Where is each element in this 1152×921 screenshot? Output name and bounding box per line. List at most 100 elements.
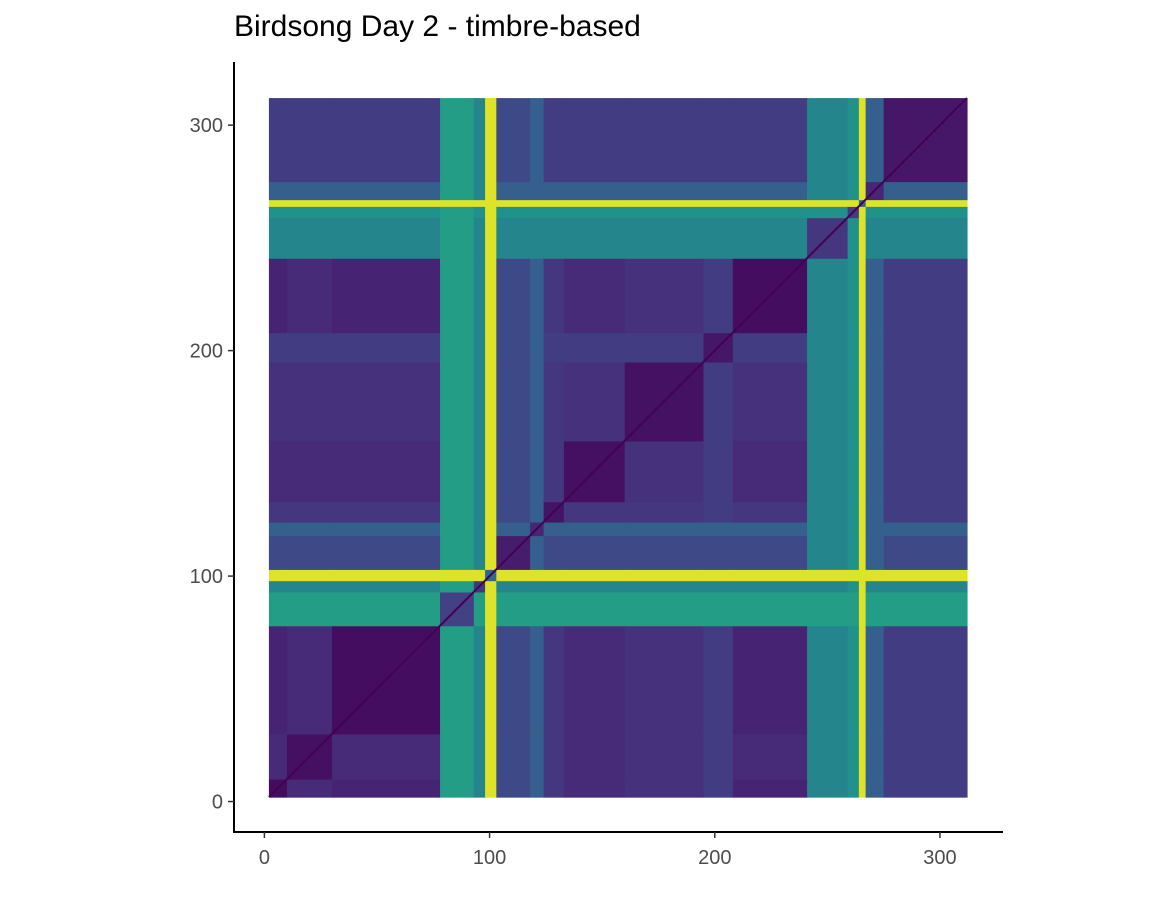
heatmap-cell (496, 361, 531, 442)
heatmap-cell (440, 206, 475, 219)
y-tick-label: 300 (190, 115, 223, 137)
heatmap-cell (858, 535, 867, 570)
heatmap-cell (807, 361, 849, 442)
heatmap-cell (563, 580, 626, 593)
heatmap-cell (473, 361, 486, 442)
heatmap-cell (331, 569, 441, 582)
heatmap-cell (331, 181, 441, 201)
heatmap-cell (268, 440, 288, 503)
heatmap-cell (530, 440, 545, 503)
heatmap-cell (496, 199, 531, 207)
heatmap-cell (563, 199, 626, 207)
heatmap-cell (883, 501, 968, 523)
heatmap-cell (858, 361, 867, 442)
heatmap-cell (883, 569, 968, 582)
heatmap-cell (473, 779, 486, 798)
heatmap-cell (624, 501, 705, 523)
heatmap-cell (883, 440, 968, 503)
heatmap-cell (543, 206, 565, 219)
heatmap-cell (440, 569, 475, 582)
heatmap-cell (732, 332, 808, 363)
heatmap-cell (286, 199, 333, 207)
heatmap-cell (858, 332, 867, 363)
heatmap-cell (703, 501, 734, 523)
heatmap-cell (440, 217, 475, 259)
heatmap-cell (485, 521, 497, 537)
heatmap-cell (807, 199, 849, 207)
heatmap-cell (807, 779, 849, 798)
heatmap-cell (440, 98, 475, 183)
heatmap-cell (473, 625, 486, 735)
heatmap-cell (485, 625, 497, 735)
heatmap-cell (543, 258, 565, 334)
x-tick-label: 200 (698, 847, 731, 869)
heatmap-cell (530, 501, 545, 523)
heatmap-cell (858, 440, 867, 503)
heatmap-cell (865, 440, 885, 503)
heatmap-cell (473, 501, 486, 523)
heatmap-cell (703, 217, 734, 259)
heatmap-cell (624, 258, 705, 334)
heatmap-cell (703, 199, 734, 207)
heatmap-cell (473, 591, 486, 627)
heatmap-cell (703, 440, 734, 503)
heatmap-cell (563, 332, 626, 363)
heatmap-cell (485, 440, 497, 503)
heatmap-cell (703, 580, 734, 593)
heatmap-cell (473, 521, 486, 537)
heatmap-cell (543, 332, 565, 363)
heatmap-cell (331, 733, 441, 780)
heatmap-cell (858, 258, 867, 334)
heatmap-cell (703, 521, 734, 537)
heatmap-cell (883, 258, 968, 334)
heatmap-cell (703, 591, 734, 627)
heatmap-cell (286, 569, 333, 582)
heatmap-cell (286, 521, 333, 537)
heatmap-cell (440, 535, 475, 570)
heatmap-cell (530, 206, 545, 219)
heatmap-cell (865, 591, 885, 627)
heatmap-cell (485, 591, 497, 627)
heatmap-cell (473, 733, 486, 780)
heatmap-cell (883, 361, 968, 442)
heatmap-cell (858, 733, 867, 780)
heatmap-cell (847, 521, 860, 537)
heatmap-cell (624, 181, 705, 201)
heatmap-cell (563, 779, 626, 798)
heatmap-cell (563, 625, 626, 735)
heatmap-cell (286, 580, 333, 593)
heatmap-cell (543, 98, 565, 183)
heatmap-cell (286, 206, 333, 219)
heatmap-cell (331, 591, 441, 627)
heatmap-cell (543, 521, 565, 537)
heatmap-cell (496, 206, 531, 219)
heatmap-cell (703, 98, 734, 183)
y-tick-label: 200 (190, 341, 223, 363)
heatmap-cell (473, 258, 486, 334)
heatmap-cell (847, 591, 860, 627)
heatmap-cell (732, 199, 808, 207)
heatmap-cell (703, 625, 734, 735)
heatmap-cell (858, 206, 867, 219)
heatmap-cell (732, 361, 808, 442)
heatmap-cell (883, 199, 968, 207)
heatmap-cell (530, 580, 545, 593)
heatmap-cell (286, 217, 333, 259)
heatmap-cell (286, 181, 333, 201)
heatmap-cell (496, 258, 531, 334)
heatmap-cell (807, 521, 849, 537)
heatmap-cell (440, 258, 475, 334)
heatmap-cell (268, 521, 288, 537)
heatmap-cell (331, 440, 441, 503)
heatmap-cell (883, 625, 968, 735)
heatmap-cell (530, 332, 545, 363)
heatmap-cell (807, 332, 849, 363)
heatmap-cell (847, 580, 860, 593)
x-tick-label: 0 (259, 847, 270, 869)
heatmap-cell (496, 591, 531, 627)
heatmap-cell (807, 569, 849, 582)
heatmap-cell (286, 332, 333, 363)
heatmap-cell (485, 181, 497, 201)
heatmap-cell (485, 98, 497, 183)
heatmap-cell (624, 199, 705, 207)
